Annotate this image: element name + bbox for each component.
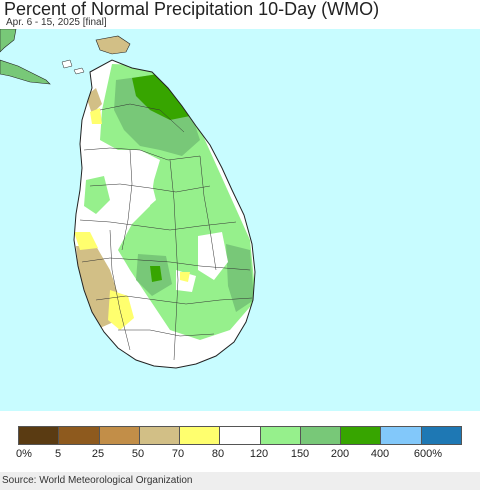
legend-swatch (300, 427, 342, 444)
legend-label: 150 (290, 448, 310, 460)
jaffna-peninsula (95, 35, 131, 55)
legend-swatch (260, 427, 301, 444)
footer: Source: World Meteorological Organizatio… (0, 472, 480, 490)
legend-swatch (381, 427, 422, 444)
island-coastline (73, 59, 256, 369)
india-coast-strip (0, 59, 51, 85)
legend-label: 80 (211, 448, 225, 460)
legend-swatch (59, 427, 100, 444)
legend-swatch (99, 427, 140, 444)
legend-color-bar (18, 426, 462, 445)
legend-label: 50 (131, 448, 145, 460)
date-range: Apr. 6 - 15, 2025 [final] (6, 17, 107, 28)
legend-labels: 0% 5 25 50 70 80 120 150 200 400 600% (0, 448, 480, 462)
precipitation-map (0, 29, 480, 411)
legend-label: 600% (413, 448, 443, 460)
legend-swatch (341, 427, 382, 444)
legend-label: 120 (249, 448, 269, 460)
legend-label: 5 (54, 448, 62, 460)
legend-swatch (139, 427, 181, 444)
legend-label: 70 (171, 448, 185, 460)
legend-swatch (421, 427, 461, 444)
legend-label: 400 (370, 448, 390, 460)
northern-islets (61, 59, 85, 75)
source-credit: Source: World Meteorological Organizatio… (2, 475, 193, 486)
district-boundaries (79, 103, 253, 361)
legend-swatch (19, 427, 60, 444)
legend-swatch (180, 427, 221, 444)
legend-label: 25 (91, 448, 105, 460)
page-title: Percent of Normal Precipitation 10-Day (… (4, 0, 380, 19)
sri-lanka (74, 60, 255, 368)
legend-label: 200 (330, 448, 350, 460)
india-mainland (0, 29, 17, 53)
legend-swatch (220, 427, 261, 444)
legend-label: 0% (16, 448, 32, 460)
